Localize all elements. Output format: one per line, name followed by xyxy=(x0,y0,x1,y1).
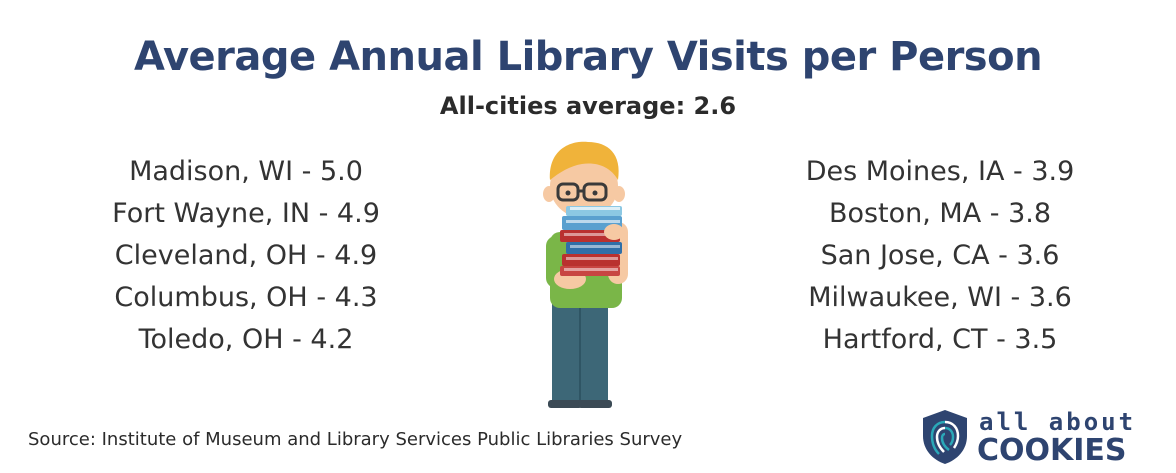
reader-with-books-icon xyxy=(543,141,628,408)
city-row: Boston, MA - 3.8 xyxy=(828,198,1052,229)
city-row: Madison, WI - 5.0 xyxy=(129,156,363,187)
logo-text-line2: COOKIES xyxy=(977,433,1127,468)
right-city-list: Des Moines, IA - 3.9 Boston, MA - 3.8 Sa… xyxy=(750,151,1130,361)
city-row: Cleveland, OH - 4.9 xyxy=(114,240,378,271)
left-city-list: Madison, WI - 5.0 Fort Wayne, IN - 4.9 C… xyxy=(56,151,436,361)
chart-title: Average Annual Library Visits per Person xyxy=(133,34,1043,80)
city-row: San Jose, CA - 3.6 xyxy=(820,240,1060,271)
fingerprint-shield-icon xyxy=(923,410,967,464)
city-row: Milwaukee, WI - 3.6 xyxy=(808,282,1072,313)
city-row: Columbus, OH - 4.3 xyxy=(114,282,378,313)
city-row: Toledo, OH - 4.2 xyxy=(138,324,354,355)
chart-subtitle: All-cities average: 2.6 xyxy=(439,92,737,120)
city-row: Fort Wayne, IN - 4.9 xyxy=(112,198,380,229)
source-note: Source: Institute of Museum and Library … xyxy=(28,429,683,450)
city-row: Hartford, CT - 3.5 xyxy=(822,324,1058,355)
logo-text-line1: all about xyxy=(979,408,1137,436)
city-row: Des Moines, IA - 3.9 xyxy=(805,156,1075,187)
